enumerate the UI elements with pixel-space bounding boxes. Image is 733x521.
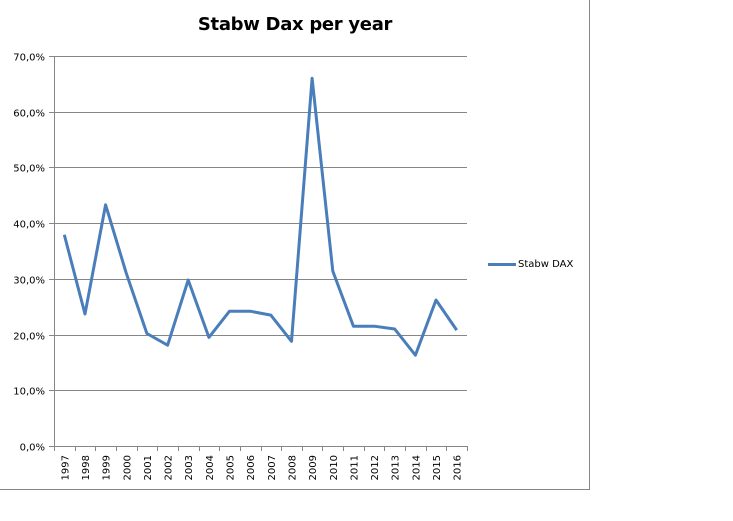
x-tick-label: 1997 <box>60 455 71 480</box>
y-tick-label: 70,0% <box>13 53 45 64</box>
x-tick-label: 1998 <box>81 455 92 480</box>
x-tick-label: 2003 <box>184 455 195 480</box>
y-tick-label: 10,0% <box>13 387 45 398</box>
x-tick-label: 2008 <box>287 455 298 480</box>
x-tick-label: 2012 <box>370 455 381 480</box>
x-tick-label: 2015 <box>432 455 443 480</box>
x-tick-label: 1999 <box>102 455 113 480</box>
x-tick-label: 2009 <box>308 455 319 480</box>
x-tick-label: 2011 <box>349 455 360 480</box>
x-tick-label: 2001 <box>143 455 154 480</box>
y-tick-label: 60,0% <box>13 109 45 120</box>
y-tick-label: 30,0% <box>13 276 45 287</box>
x-tick-label: 2010 <box>329 455 340 480</box>
y-tick-label: 50,0% <box>13 164 45 175</box>
legend: Stabw DAX <box>488 259 573 270</box>
chart-title: Stabw Dax per year <box>197 14 393 35</box>
x-tick-label: 2000 <box>122 455 133 480</box>
x-tick-label: 2006 <box>246 455 257 480</box>
y-tick-label: 20,0% <box>13 332 45 343</box>
x-tick-label: 2016 <box>453 455 464 480</box>
x-tick-label: 2004 <box>205 455 216 480</box>
series-line <box>62 76 458 357</box>
legend-label: Stabw DAX <box>518 259 574 270</box>
x-tick-label: 2005 <box>226 455 237 480</box>
x-tick-label: 2013 <box>391 455 402 480</box>
x-tick-label: 2002 <box>164 455 175 480</box>
y-tick-label: 0,0% <box>20 443 45 454</box>
x-tick-label: 2014 <box>411 455 422 480</box>
y-tick-label: 40,0% <box>13 220 45 231</box>
legend-line-icon <box>488 263 516 266</box>
x-tick-label: 2007 <box>267 455 278 480</box>
